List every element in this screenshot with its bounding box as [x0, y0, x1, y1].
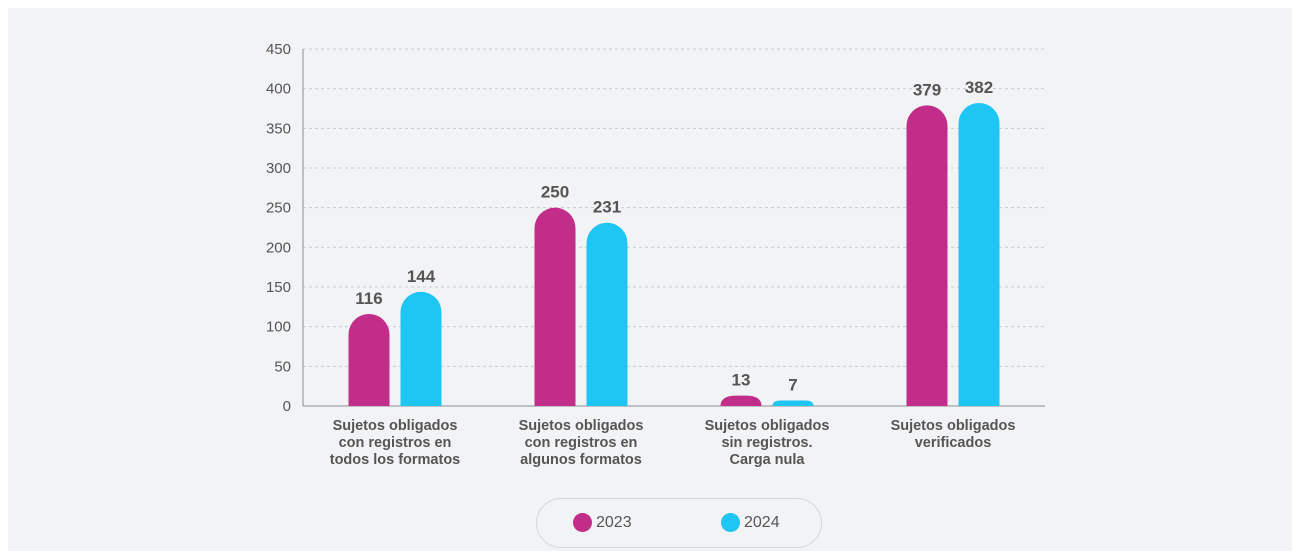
y-tick-label: 450: [266, 41, 291, 58]
legend: 2023 2024: [536, 498, 822, 548]
y-tick-label: 400: [266, 81, 291, 98]
y-tick-label: 100: [266, 319, 291, 336]
y-tick-label: 200: [266, 239, 291, 256]
x-category-label: Sujetos obligados sin registros. Carga nul…: [705, 418, 830, 468]
x-category-label: Sujetos obligados verificados: [891, 418, 1016, 451]
bar-2023-4: [906, 105, 948, 406]
legend-label-2024: 2024: [744, 513, 780, 531]
x-category-label: Sujetos obligados con registros en todos l…: [330, 418, 461, 468]
data-label-2024-4: 382: [965, 78, 993, 97]
y-tick-label: 350: [266, 120, 291, 137]
legend-swatch-2024: [721, 513, 740, 532]
legend-item-2024: 2024: [721, 513, 780, 532]
bar-2023-1: [348, 313, 390, 406]
bar-2023-3: [720, 395, 762, 406]
data-label-2023-1: 116: [355, 289, 382, 308]
bar-2024-3: [772, 400, 814, 406]
bar-2023-2: [534, 207, 576, 406]
y-tick-label: 300: [266, 160, 291, 177]
y-tick-label: 50: [274, 358, 291, 375]
y-tick-label: 0: [283, 398, 291, 415]
chart-panel: 0 50 100 150 200 250 300 350 400 450 116 250 13 379 14…: [8, 8, 1292, 551]
x-category-label: Sujetos obligados con registros en algunos…: [519, 418, 644, 468]
y-tick-label: 150: [266, 279, 291, 296]
legend-item-2023: 2023: [573, 513, 632, 532]
bar-2024-2: [586, 222, 628, 406]
data-label-2024-2: 231: [593, 198, 621, 217]
data-label-2024-3: 7: [788, 375, 797, 394]
y-tick-label: 250: [266, 200, 291, 217]
legend-label-2023: 2023: [596, 513, 632, 531]
data-label-2024-1: 144: [407, 267, 436, 286]
data-label-2023-3: 13: [732, 371, 751, 390]
legend-swatch-2023: [573, 513, 592, 532]
bar-2024-1: [400, 291, 442, 406]
data-label-2023-4: 379: [913, 80, 941, 99]
bar-chart: 0 50 100 150 200 250 300 350 400 450 116 250 13 379 14…: [266, 41, 1045, 468]
data-label-2023-2: 250: [541, 183, 569, 202]
bar-2024-4: [958, 102, 1000, 406]
